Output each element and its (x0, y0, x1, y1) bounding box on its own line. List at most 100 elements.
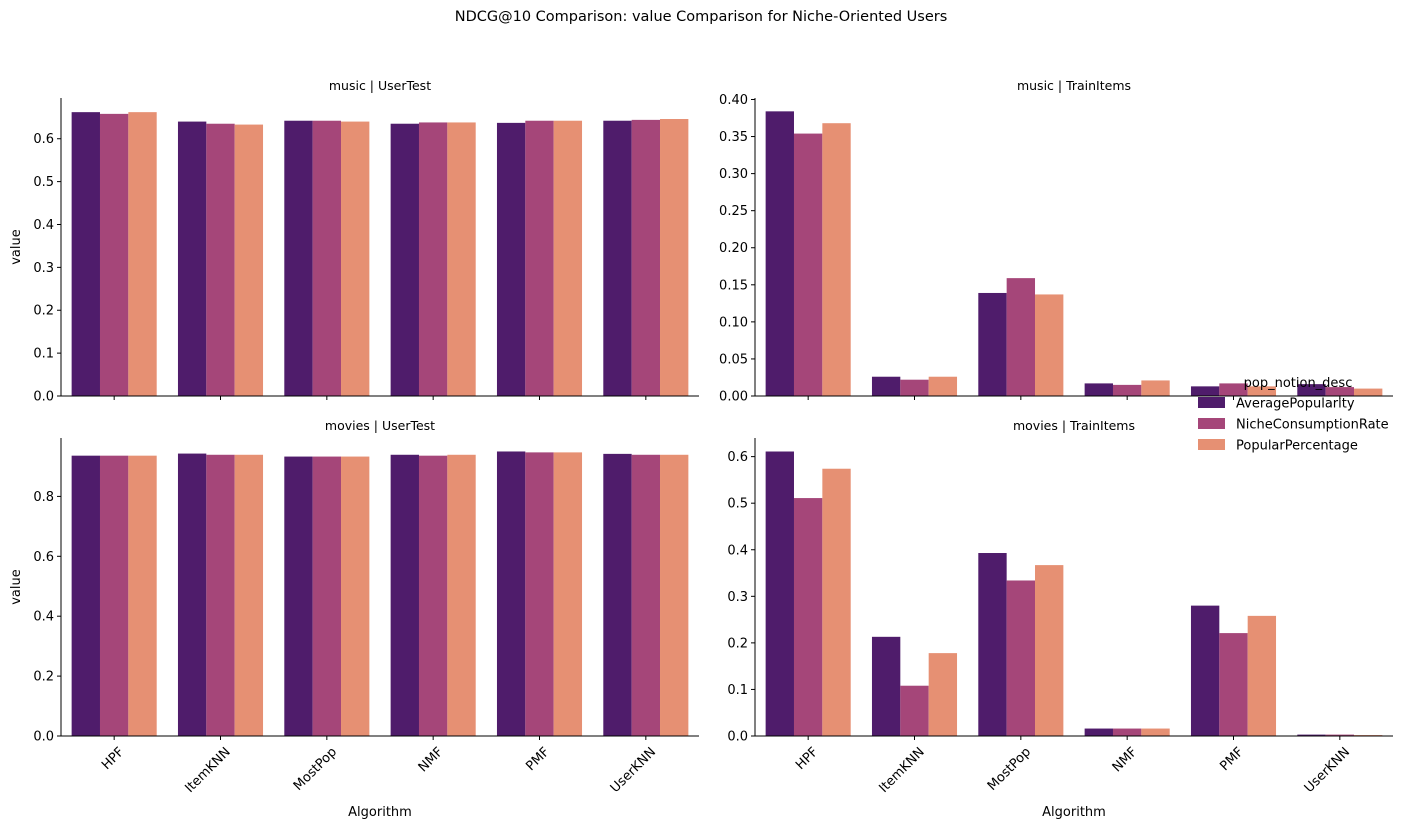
x-tick-label: HPF (793, 745, 821, 773)
bar-PopularPercentage-HPF (822, 468, 851, 736)
bar-PopularPercentage-UserKNN (660, 454, 689, 736)
bar-PopularPercentage-ItemKNN (234, 454, 264, 736)
bar-PopularPercentage-PMF (1247, 386, 1277, 396)
bar-PopularPercentage-HPF (128, 112, 157, 396)
x-tick-label: NMF (416, 745, 447, 776)
y-tick-label: 0.1 (33, 347, 54, 362)
bar-AveragePopularity-PMF (496, 122, 526, 396)
bar-AveragePopularity-HPF (71, 112, 100, 396)
bar-NicheConsumptionRate-PMF (525, 120, 554, 396)
bar-NicheConsumptionRate-UserKNN (1325, 734, 1355, 736)
bar-NicheConsumptionRate-PMF (1219, 383, 1248, 396)
legend-entry-PopularPercentage: PopularPercentage (1236, 439, 1358, 454)
x-tick-label: NMF (1110, 745, 1141, 776)
bar-AveragePopularity-ItemKNN (871, 376, 901, 396)
panel-title: music | UserTest (329, 78, 431, 93)
x-tick-label: MostPop (985, 745, 1034, 794)
bar-PopularPercentage-PMF (553, 452, 583, 736)
y-tick-label: 0.20 (719, 241, 748, 256)
y-tick-label: 0.35 (719, 130, 748, 145)
bar-AveragePopularity-UserKNN (1297, 384, 1326, 396)
bar-NicheConsumptionRate-NMF (418, 455, 448, 736)
panel-2: movies | UserTest 0.0 0.2 0.4 0.6 0.8 HPF ItemK… (9, 418, 699, 820)
y-tick-label: 0.4 (33, 610, 54, 625)
y-tick-label: 0.05 (719, 352, 748, 367)
bar-AveragePopularity-ItemKNN (871, 636, 901, 736)
legend-entry-NicheConsumptionRate: NicheConsumptionRate (1236, 418, 1389, 433)
bar-AveragePopularity-NMF (1084, 728, 1113, 736)
bar-PopularPercentage-UserKNN (1354, 388, 1383, 396)
y-tick-label: 0.8 (33, 490, 54, 505)
y-tick-label: 0.2 (33, 304, 54, 319)
bar-AveragePopularity-HPF (765, 451, 794, 736)
bar-NicheConsumptionRate-MostPop (1006, 278, 1036, 396)
bar-NicheConsumptionRate-UserKNN (1325, 387, 1355, 396)
bar-PopularPercentage-HPF (128, 455, 157, 736)
bar-AveragePopularity-NMF (390, 123, 419, 396)
bar-PopularPercentage-MostPop (1035, 294, 1064, 396)
bar-AveragePopularity-NMF (1084, 383, 1113, 396)
legend-swatch-AveragePopularity (1198, 397, 1225, 408)
bar-AveragePopularity-PMF (496, 451, 526, 736)
x-tick-label: PMF (523, 745, 552, 774)
bar-NicheConsumptionRate-HPF (99, 113, 129, 396)
bar-AveragePopularity-UserKNN (603, 120, 632, 396)
bar-PopularPercentage-NMF (447, 454, 476, 736)
legend: pop_notion_desc AveragePopularity NicheCon… (1198, 376, 1389, 454)
bar-AveragePopularity-MostPop (978, 553, 1007, 736)
bar-PopularPercentage-NMF (447, 122, 476, 397)
bar-PopularPercentage-ItemKNN (928, 653, 958, 736)
bar-NicheConsumptionRate-MostPop (312, 120, 342, 396)
bar-NicheConsumptionRate-MostPop (312, 456, 342, 736)
x-tick-label: HPF (99, 745, 127, 773)
bar-NicheConsumptionRate-ItemKNN (206, 123, 235, 396)
y-tick-label: 0.40 (719, 93, 748, 108)
bar-AveragePopularity-NMF (390, 454, 419, 736)
panel-title: movies | UserTest (325, 418, 435, 433)
bar-AveragePopularity-UserKNN (603, 453, 632, 736)
bar-NicheConsumptionRate-PMF (1219, 633, 1248, 736)
bar-PopularPercentage-HPF (822, 123, 851, 396)
bar-AveragePopularity-HPF (765, 111, 794, 396)
bar-AveragePopularity-ItemKNN (177, 121, 207, 396)
bar-NicheConsumptionRate-PMF (525, 452, 554, 736)
y-tick-label: 0.0 (727, 730, 748, 745)
y-tick-label: 0.4 (727, 543, 748, 558)
y-tick-label: 0.5 (33, 175, 54, 190)
panel-title: music | TrainItems (1017, 78, 1131, 93)
x-tick-label: ItemKNN (182, 745, 233, 796)
y-tick-label: 0.0 (33, 730, 54, 745)
bar-AveragePopularity-MostPop (978, 292, 1007, 396)
y-tick-label: 0.3 (33, 261, 54, 276)
bar-NicheConsumptionRate-MostPop (1006, 580, 1036, 736)
bar-AveragePopularity-UserKNN (1297, 734, 1326, 736)
bar-NicheConsumptionRate-ItemKNN (206, 454, 235, 736)
y-tick-label: 0.25 (719, 204, 748, 219)
bar-PopularPercentage-NMF (1141, 380, 1170, 396)
panel-title: movies | TrainItems (1013, 418, 1135, 433)
x-tick-label: MostPop (291, 745, 340, 794)
y-tick-label: 0.2 (33, 670, 54, 685)
bar-PopularPercentage-MostPop (1035, 565, 1064, 736)
bar-PopularPercentage-NMF (1141, 728, 1170, 736)
y-tick-label: 0.3 (727, 590, 748, 605)
bar-NicheConsumptionRate-UserKNN (631, 454, 661, 736)
y-axis-label: value (9, 569, 24, 605)
y-tick-label: 0.0 (33, 390, 54, 405)
y-tick-label: 0.2 (727, 636, 748, 651)
bar-NicheConsumptionRate-HPF (793, 133, 823, 396)
bar-NicheConsumptionRate-HPF (793, 498, 823, 736)
x-tick-label: ItemKNN (876, 745, 927, 796)
bar-AveragePopularity-PMF (1190, 605, 1220, 736)
y-tick-label: 0.1 (727, 683, 748, 698)
bar-PopularPercentage-PMF (553, 120, 583, 396)
bar-NicheConsumptionRate-NMF (1112, 728, 1142, 736)
bar-NicheConsumptionRate-NMF (1112, 384, 1142, 396)
bar-PopularPercentage-PMF (1247, 615, 1277, 736)
chart-title: NDCG@10 Comparison: value Comparison for… (455, 9, 948, 25)
y-tick-label: 0.6 (33, 132, 54, 147)
bar-AveragePopularity-MostPop (284, 120, 313, 396)
legend-title: pop_notion_desc (1244, 376, 1353, 391)
panel-3: movies | TrainItems 0.0 0.1 0.2 0.3 0.4 0.5 0.6… (727, 418, 1393, 820)
